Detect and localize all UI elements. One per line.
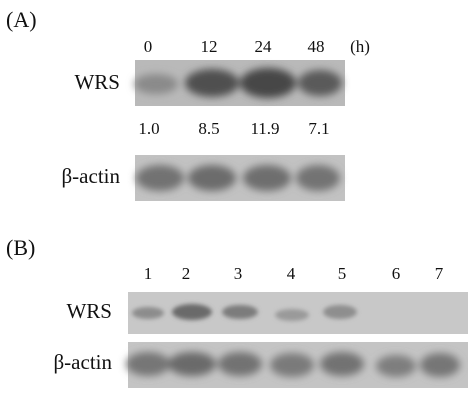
lane-label: 3 (234, 264, 243, 283)
quantification: 7.1 (308, 119, 329, 138)
panel-label: (B) (6, 235, 35, 260)
figure: (A) 0 12 24 48 (h) WRS 1.0 8.5 11.9 7.1 … (0, 0, 468, 394)
time-label: 24 (255, 37, 273, 56)
blot (134, 60, 345, 106)
row-label: WRS (66, 299, 112, 323)
blot (135, 155, 345, 201)
band (376, 355, 416, 377)
row-label: WRS (74, 70, 120, 94)
time-label: 0 (144, 37, 153, 56)
band (172, 304, 212, 320)
page: {"panel_a": {"label": "(A)", "times": ["… (0, 0, 468, 394)
time-label: 48 (308, 37, 325, 56)
band (222, 305, 258, 319)
row-label: β-actin (62, 164, 121, 188)
band (218, 352, 262, 376)
band (132, 307, 164, 319)
band (136, 165, 184, 191)
panel-label: (A) (6, 7, 37, 32)
band (420, 353, 460, 377)
time-unit: (h) (350, 37, 370, 56)
lane-label: 6 (392, 264, 401, 283)
lane-label: 2 (182, 264, 191, 283)
blot (128, 292, 468, 334)
body: (A) 0 12 24 48 (h) WRS 1.0 8.5 11.9 7.1 … (0, 0, 468, 394)
time-label: 12 (201, 37, 218, 56)
band (134, 74, 178, 94)
band (296, 165, 340, 191)
lane-label: 1 (144, 264, 153, 283)
band (188, 165, 236, 191)
row-label: β-actin (54, 350, 113, 374)
band (240, 68, 296, 98)
quantification: 1.0 (138, 119, 159, 138)
band (298, 70, 342, 96)
band (126, 352, 170, 376)
band (243, 165, 291, 191)
band (323, 305, 357, 319)
lane-label: 4 (287, 264, 296, 283)
blot (126, 342, 468, 388)
band (275, 309, 309, 321)
band (185, 69, 239, 97)
band (320, 352, 364, 376)
band (270, 353, 314, 377)
lane-label: 7 (435, 264, 444, 283)
quantification: 11.9 (250, 119, 279, 138)
quantification: 8.5 (198, 119, 219, 138)
band (168, 352, 216, 376)
lane-label: 5 (338, 264, 347, 283)
